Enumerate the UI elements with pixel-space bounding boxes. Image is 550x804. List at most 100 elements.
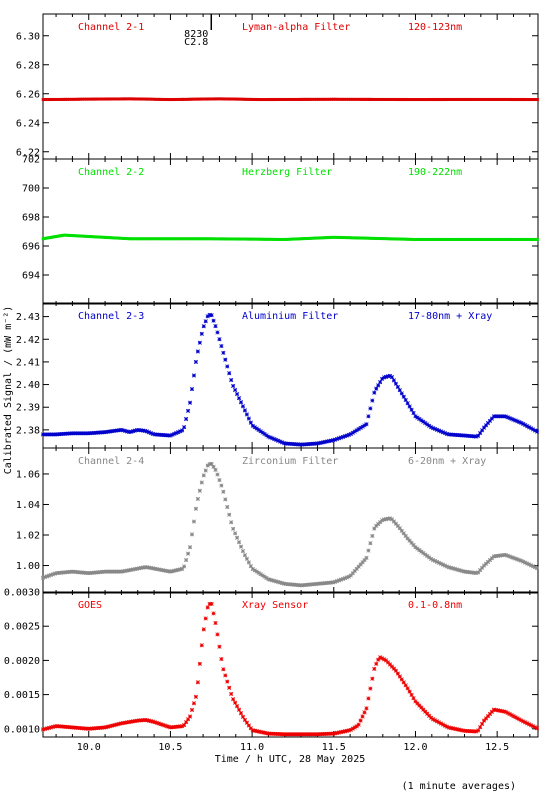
data-point	[113, 722, 118, 727]
data-point	[517, 717, 522, 722]
data-point	[282, 581, 287, 586]
data-point	[382, 657, 387, 662]
data-point	[358, 425, 363, 430]
data-point	[523, 422, 528, 428]
data-point	[127, 568, 132, 573]
data-point	[483, 561, 489, 566]
data-point	[456, 433, 461, 438]
data-point	[421, 419, 426, 424]
data-point	[264, 433, 269, 438]
data-point	[52, 571, 57, 576]
data-point	[393, 668, 398, 673]
data-point	[485, 714, 491, 719]
data-point	[201, 627, 206, 632]
data-point	[338, 577, 344, 582]
data-point	[376, 657, 381, 662]
data-point	[297, 442, 302, 447]
data-point	[201, 324, 206, 329]
data-point	[266, 577, 271, 582]
data-point	[121, 428, 126, 433]
data-point	[46, 573, 51, 578]
data-point	[389, 517, 395, 522]
data-point	[48, 432, 53, 437]
x-tick-label: 10.5	[158, 742, 182, 753]
data-point	[193, 694, 198, 699]
data-point	[174, 724, 179, 729]
data-point	[434, 427, 440, 432]
data-point	[91, 430, 97, 435]
panel-name: Channel 2-2	[78, 167, 144, 178]
data-point	[505, 710, 510, 716]
data-point	[383, 374, 389, 379]
data-point	[74, 569, 79, 575]
data-point	[419, 418, 424, 423]
data-point	[221, 350, 226, 355]
data-point	[315, 441, 320, 446]
data-point	[303, 732, 308, 737]
data-point	[252, 568, 257, 573]
data-point	[70, 725, 75, 730]
data-point	[270, 436, 275, 441]
data-point	[478, 430, 483, 436]
data-point	[399, 677, 404, 682]
data-point	[44, 574, 50, 579]
data-point	[470, 729, 475, 734]
data-point	[499, 414, 504, 419]
data-point	[101, 569, 106, 574]
data-point	[301, 583, 306, 588]
data-point	[301, 732, 306, 737]
data-point	[452, 726, 457, 731]
data-point	[372, 666, 377, 671]
data-point	[225, 679, 230, 684]
data-point	[285, 732, 291, 737]
data-point	[60, 724, 65, 729]
data-point	[323, 581, 328, 586]
data-point	[303, 442, 308, 447]
data-point	[184, 720, 189, 725]
data-point	[284, 441, 289, 446]
data-point	[350, 430, 355, 435]
data-point	[234, 391, 240, 397]
data-point	[86, 431, 91, 436]
data-point	[184, 416, 189, 422]
data-point	[315, 732, 320, 737]
data-point	[162, 723, 167, 728]
data-point	[103, 725, 108, 730]
data-point	[456, 567, 461, 573]
data-point	[366, 414, 371, 419]
data-point	[135, 566, 140, 571]
data-point	[364, 706, 369, 711]
data-point	[89, 726, 95, 731]
data-point	[142, 717, 148, 723]
data-point	[336, 578, 342, 583]
data-point	[105, 569, 110, 574]
data-point	[203, 468, 208, 473]
data-point	[497, 553, 502, 558]
data-point	[429, 556, 434, 562]
data-point	[129, 719, 134, 724]
data-point	[252, 728, 257, 733]
data-point	[248, 726, 253, 731]
data-point	[156, 567, 161, 572]
data-point	[372, 526, 377, 531]
data-point	[111, 428, 116, 434]
y-tick-label: 1.04	[16, 500, 40, 511]
data-point	[66, 569, 71, 575]
data-point	[40, 432, 46, 437]
data-point	[321, 440, 326, 445]
data-point	[358, 562, 363, 567]
data-point	[491, 414, 496, 419]
data-point	[74, 725, 79, 730]
data-point	[135, 427, 140, 433]
data-point	[150, 431, 155, 436]
data-point	[460, 728, 465, 733]
data-point	[97, 430, 102, 435]
data-point	[382, 375, 387, 380]
data-point	[395, 384, 400, 390]
data-point	[378, 520, 383, 525]
data-point	[276, 438, 281, 443]
data-point	[184, 557, 189, 563]
series-points	[40, 601, 540, 737]
x-tick-label: 12.5	[485, 742, 509, 753]
